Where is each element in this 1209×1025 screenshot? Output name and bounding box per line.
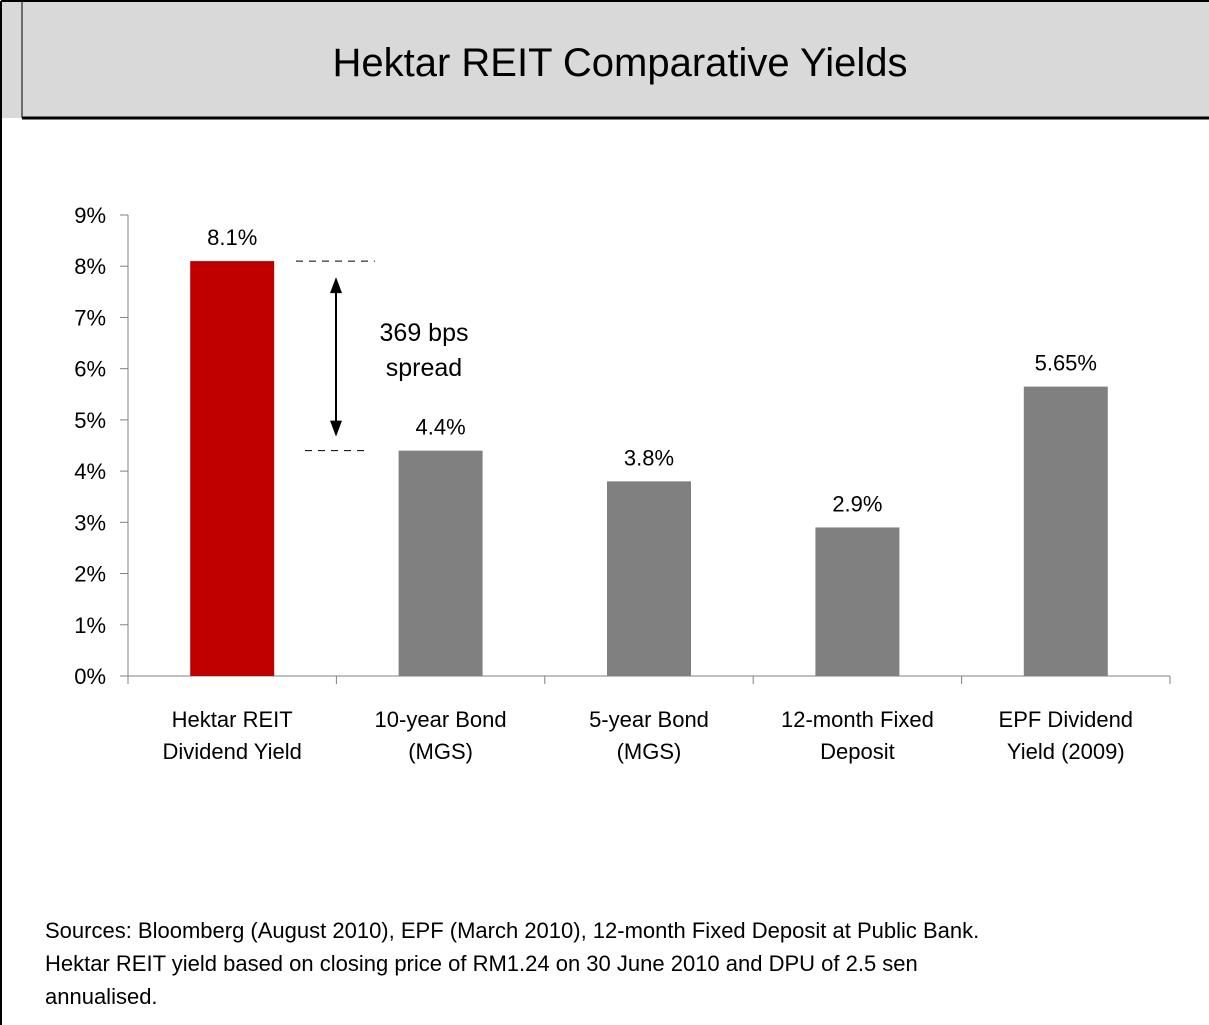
value-label: 5.65% bbox=[1035, 351, 1097, 376]
arrow-head bbox=[330, 420, 342, 437]
y-tick-label: 9% bbox=[74, 203, 106, 228]
bar bbox=[607, 481, 691, 676]
value-label: 4.4% bbox=[416, 415, 466, 440]
arrow-head bbox=[330, 277, 342, 294]
footnote: Sources: Bloomberg (August 2010), EPF (M… bbox=[45, 918, 979, 943]
y-tick-label: 3% bbox=[74, 510, 106, 535]
bar bbox=[398, 450, 483, 676]
y-tick-label: 0% bbox=[74, 664, 106, 689]
x-tick-label: EPF Dividend Yield (2009) bbox=[999, 707, 1134, 764]
bar bbox=[815, 527, 900, 676]
x-tick-label: 5-year Bond (MGS) bbox=[589, 707, 709, 764]
x-tick-label: Hektar REIT Dividend Yield bbox=[162, 707, 301, 764]
y-tick-label: 6% bbox=[74, 357, 106, 382]
value-label: 2.9% bbox=[832, 491, 882, 516]
y-tick-label: 8% bbox=[74, 254, 106, 279]
x-tick-label: 12-month Fixed Deposit bbox=[781, 707, 934, 764]
y-tick-label: 2% bbox=[74, 562, 106, 587]
chart-title: Hektar REIT Comparative Yields bbox=[332, 41, 907, 85]
bar bbox=[1023, 386, 1108, 676]
title-band bbox=[1, 1, 1209, 118]
y-tick-label: 5% bbox=[74, 408, 106, 433]
x-tick-label: 10-year Bond (MGS) bbox=[375, 707, 507, 764]
y-tick-label: 4% bbox=[74, 459, 106, 484]
value-label: 3.8% bbox=[624, 445, 674, 470]
bar bbox=[190, 261, 275, 676]
annotation: 369 bps spread bbox=[380, 319, 469, 382]
footnote: annualised. bbox=[45, 984, 158, 1009]
footnote: Hektar REIT yield based on closing price… bbox=[45, 951, 918, 976]
value-label: 8.1% bbox=[207, 225, 257, 250]
y-tick-label: 7% bbox=[74, 305, 106, 330]
y-tick-label: 1% bbox=[74, 613, 106, 638]
